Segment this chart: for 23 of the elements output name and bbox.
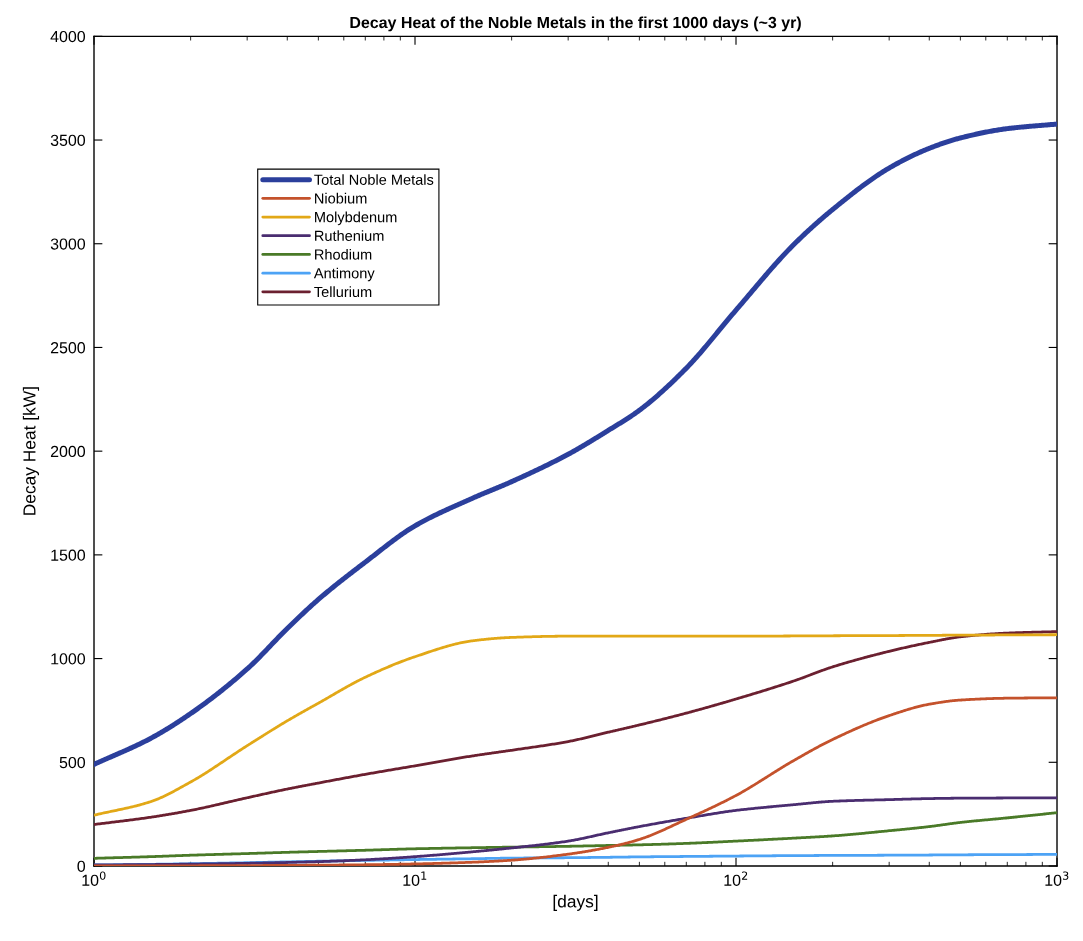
y-tick-label: 3000 xyxy=(50,238,86,250)
x-tick-label: 10$^{1}$ xyxy=(403,871,427,886)
y-tick-label: 1500 xyxy=(51,549,86,561)
x-tick-label: 10$^{3}$ xyxy=(1045,871,1069,886)
y-tick-label: 2500 xyxy=(50,342,86,354)
y-tick-label: 4000 xyxy=(50,30,86,43)
legend-label: Niobium xyxy=(315,192,367,204)
y-axis-title: Decay Heat [kW] xyxy=(22,387,40,515)
y-tick-label: 2000 xyxy=(50,445,86,458)
y-tick-label: 3500 xyxy=(50,134,86,146)
y-tick-label: 1000 xyxy=(51,653,86,665)
legend-label: Antimony xyxy=(313,267,375,282)
x-tick-label: 10$^{2}$ xyxy=(724,871,748,886)
y-tick-label: 0 xyxy=(77,860,86,872)
legend-label: Ruthenium xyxy=(315,230,384,241)
x-axis-title: [days] xyxy=(553,894,598,911)
legend-label: Molybdenum xyxy=(315,211,397,226)
legend-label: Total Noble Metals xyxy=(314,174,434,185)
x-tick-label: 10$^{0}$ xyxy=(82,871,106,886)
legend-label: Tellurium xyxy=(314,286,372,298)
y-tick-label: 500 xyxy=(59,756,86,769)
legend-label: Rhodium xyxy=(315,248,372,260)
chart-title: Decay Heat of the Noble Metals in the first 1000 days (~3 yr) xyxy=(350,16,801,32)
